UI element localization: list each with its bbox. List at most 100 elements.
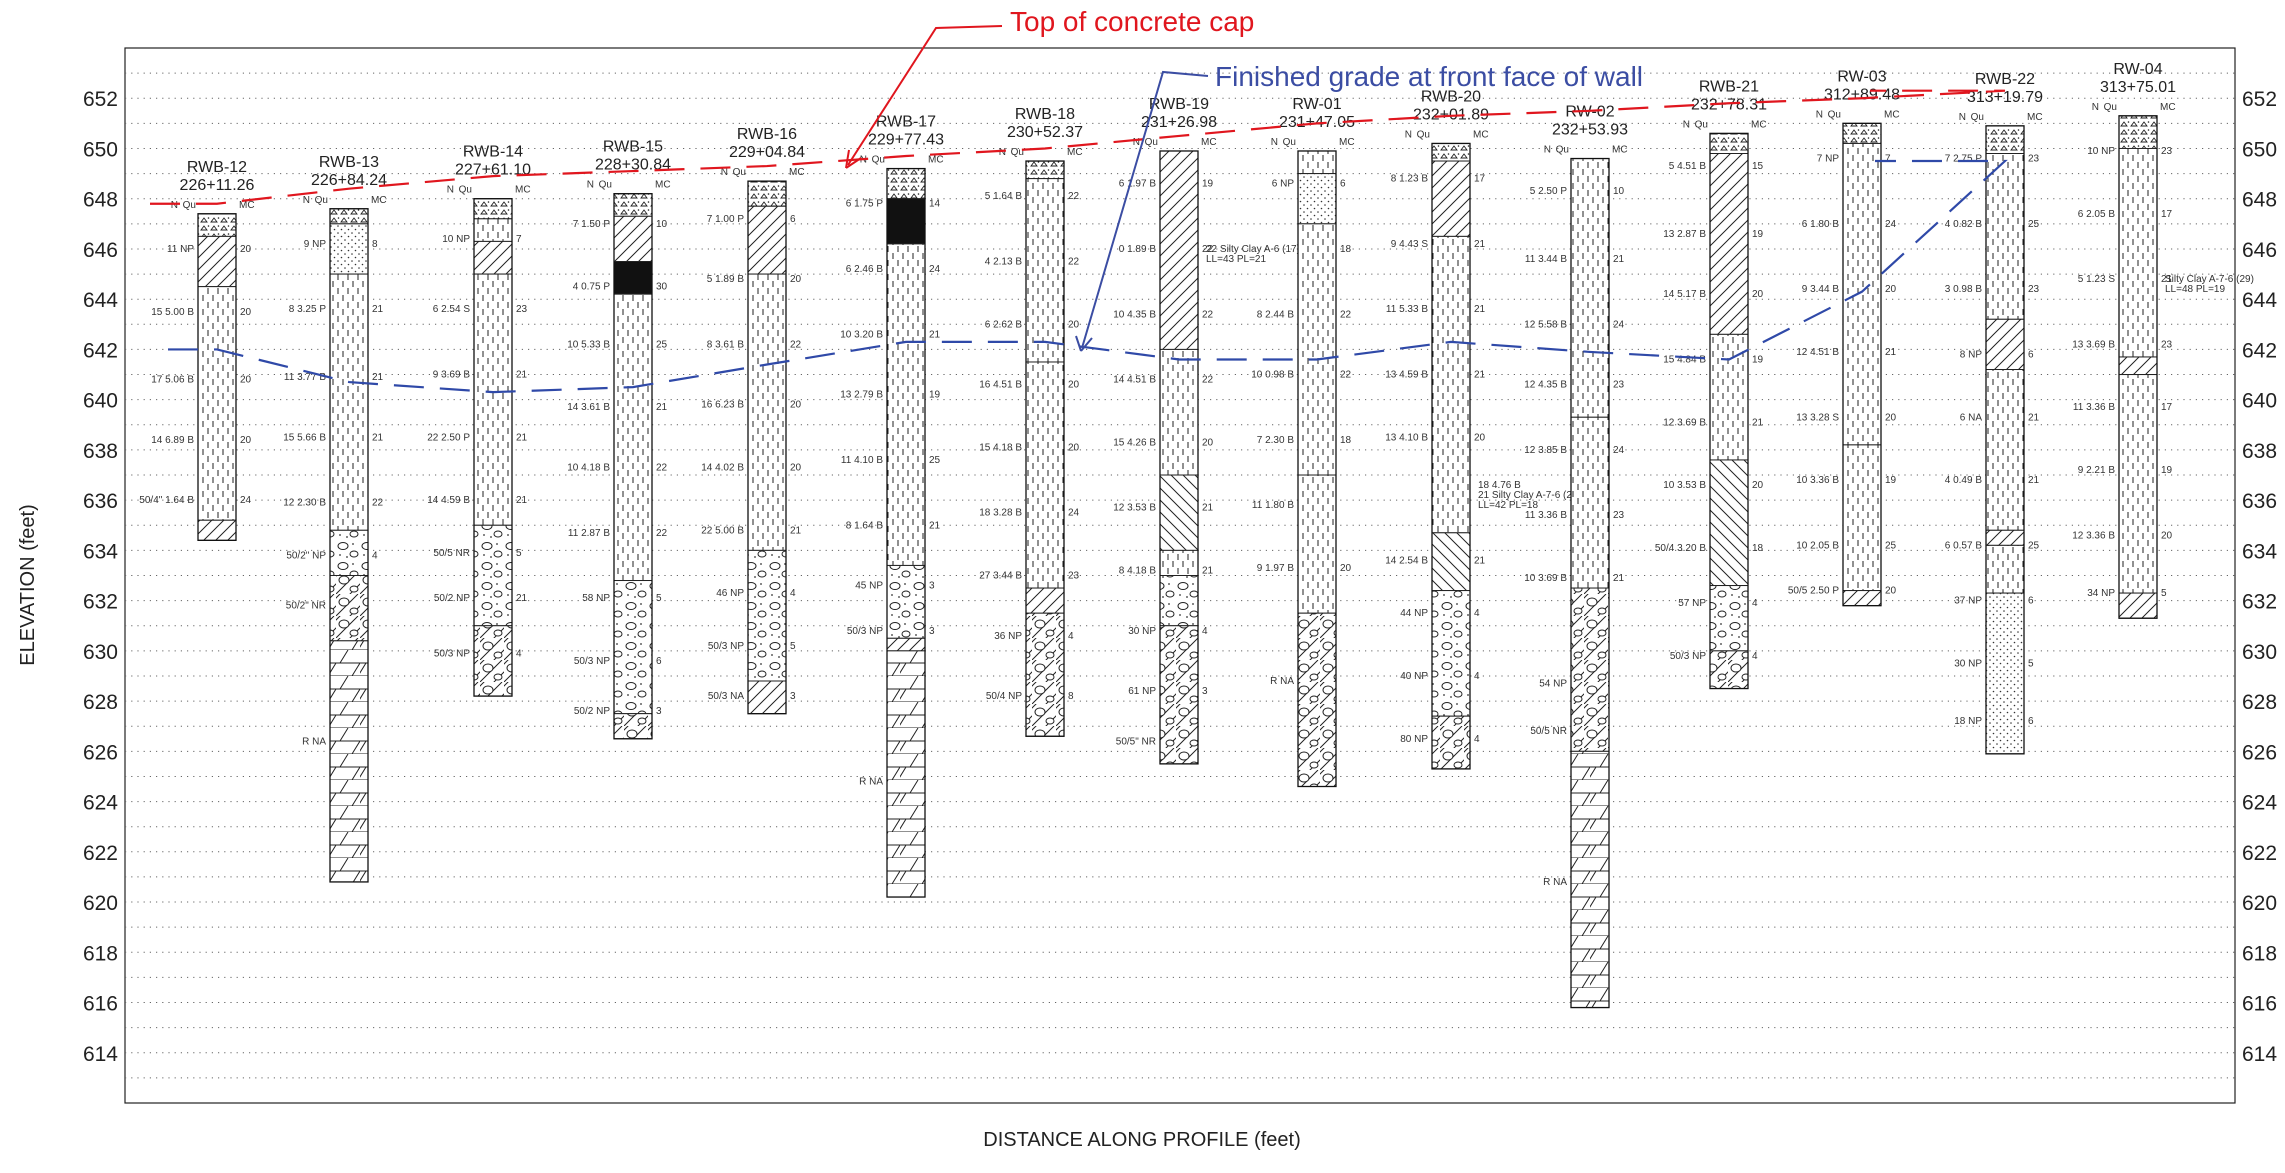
moisture-content: 6 <box>656 656 662 667</box>
header-qu: Qu <box>1283 137 1296 148</box>
moisture-content: 6 <box>2028 716 2034 727</box>
sample-label: 58 NP <box>582 593 610 604</box>
sample-label: 3 0.98 B <box>1945 284 1983 295</box>
sample-label: 6 NP <box>1272 179 1295 190</box>
boring-name: RWB-14 <box>463 144 523 161</box>
moisture-content: 19 <box>1202 179 1214 190</box>
boring-name: RWB-20 <box>1421 88 1481 105</box>
boring-column <box>1159 150 1199 765</box>
soil-layer <box>747 273 787 551</box>
moisture-content: 5 <box>790 641 796 652</box>
soil-layer <box>1842 590 1882 607</box>
boring-station: 232+53.93 <box>1552 122 1628 139</box>
soil-layer <box>473 198 513 220</box>
moisture-content: 21 <box>372 372 384 383</box>
y-tick-label-right: 640 <box>2242 390 2277 413</box>
soil-layer <box>329 273 369 531</box>
sample-label: 22 5.00 B <box>701 525 744 536</box>
header-mc: MC <box>1473 129 1489 140</box>
moisture-content: 7 <box>516 234 522 245</box>
moisture-content: 25 <box>2028 219 2040 230</box>
moisture-content: 5 <box>2028 658 2034 669</box>
sample-label: 57 NP <box>1678 598 1706 609</box>
moisture-content: 21 <box>790 525 802 536</box>
moisture-content: 4 <box>516 648 522 659</box>
moisture-content: 4 <box>1068 631 1074 642</box>
moisture-content: 24 <box>1613 319 1625 330</box>
moisture-content: 22 <box>1340 309 1352 320</box>
soil-layer <box>473 218 513 242</box>
moisture-content: 18 <box>1752 543 1764 554</box>
soil-layer <box>473 625 513 697</box>
soil-layer <box>1431 235 1471 534</box>
sample-label: 8 NP <box>1960 349 1983 360</box>
sample-label: 5 1.89 B <box>707 274 745 285</box>
sample-label: 11 3.44 B <box>1525 254 1567 265</box>
moisture-content: 7 <box>1885 154 1891 165</box>
sample-label: 9 4.43 S <box>1391 239 1429 250</box>
moisture-content: 20 <box>1885 586 1897 597</box>
y-axis-label: ELEVATION (feet) <box>17 504 39 666</box>
moisture-content: 20 <box>1885 284 1897 295</box>
sample-label: 4 2.13 B <box>985 257 1023 268</box>
sample-label: R NA <box>1270 676 1294 687</box>
moisture-content: 23 <box>2161 146 2173 157</box>
soil-layer <box>613 713 653 740</box>
sample-label: 9 1.97 B <box>1257 563 1295 574</box>
lab-test-note: Silty Clay A-7-6 (29) <box>2165 274 2254 285</box>
sample-label: 6 1.75 P <box>846 199 884 210</box>
moisture-content: 4 <box>1474 608 1480 619</box>
sample-label: 8 3.61 B <box>707 339 745 350</box>
sample-label: 15 4.26 B <box>1113 437 1156 448</box>
y-tick-label-right: 628 <box>2242 691 2277 714</box>
sample-label: 11 3.36 B <box>1525 510 1567 521</box>
soil-layer <box>1025 361 1065 589</box>
soil-layer <box>1570 416 1610 589</box>
soil-layer <box>1159 625 1199 765</box>
sample-label: 61 NP <box>1128 686 1156 697</box>
moisture-content: 10 <box>1613 186 1625 197</box>
header-mc: MC <box>1751 119 1767 130</box>
soil-layer <box>613 261 653 295</box>
soil-layer <box>613 293 653 582</box>
soil-layer <box>329 208 369 225</box>
moisture-content: 20 <box>2161 530 2173 541</box>
soil-layer <box>747 549 787 682</box>
boring-station: 227+61.10 <box>455 162 531 179</box>
sample-label: 11 3.77 B <box>284 372 326 383</box>
boring-name: RWB-18 <box>1015 106 1075 123</box>
sample-label: 14 4.51 B <box>1113 375 1156 386</box>
y-tick-label-right: 634 <box>2242 540 2277 563</box>
sample-label: 10 4.18 B <box>567 462 610 473</box>
soil-layer <box>1570 587 1610 752</box>
moisture-content: 3 <box>1202 686 1208 697</box>
soil-layer <box>1159 150 1199 350</box>
moisture-content: 3 <box>656 706 662 717</box>
moisture-content: 21 <box>929 520 941 531</box>
sample-label: 7 1.00 P <box>707 214 745 225</box>
soil-layer <box>613 215 653 263</box>
sample-label: 12 5.58 B <box>1524 319 1567 330</box>
header-n: N <box>1405 129 1412 140</box>
soil-layer <box>886 198 926 245</box>
moisture-content: 10 <box>656 219 668 230</box>
soil-layer <box>886 168 926 200</box>
soil-layer <box>1431 532 1471 592</box>
boring-column <box>197 213 237 541</box>
header-n: N <box>447 185 454 196</box>
y-tick-label-left: 648 <box>83 189 118 212</box>
sample-label: 13 3.28 S <box>1796 412 1839 423</box>
moisture-content: 20 <box>790 462 802 473</box>
sample-label: 27 3.44 B <box>979 571 1022 582</box>
moisture-content: 21 <box>516 495 528 506</box>
y-tick-label-right: 638 <box>2242 440 2277 463</box>
soil-layer <box>1159 348 1199 476</box>
moisture-content: 23 <box>2028 154 2040 165</box>
soil-layer <box>1297 612 1337 788</box>
boring-column <box>747 180 787 715</box>
y-axis-right: 614 616 618 620 622 624 626 628 630 632 634 636 638 6… <box>2242 88 2277 1066</box>
soil-layer <box>1709 585 1749 652</box>
